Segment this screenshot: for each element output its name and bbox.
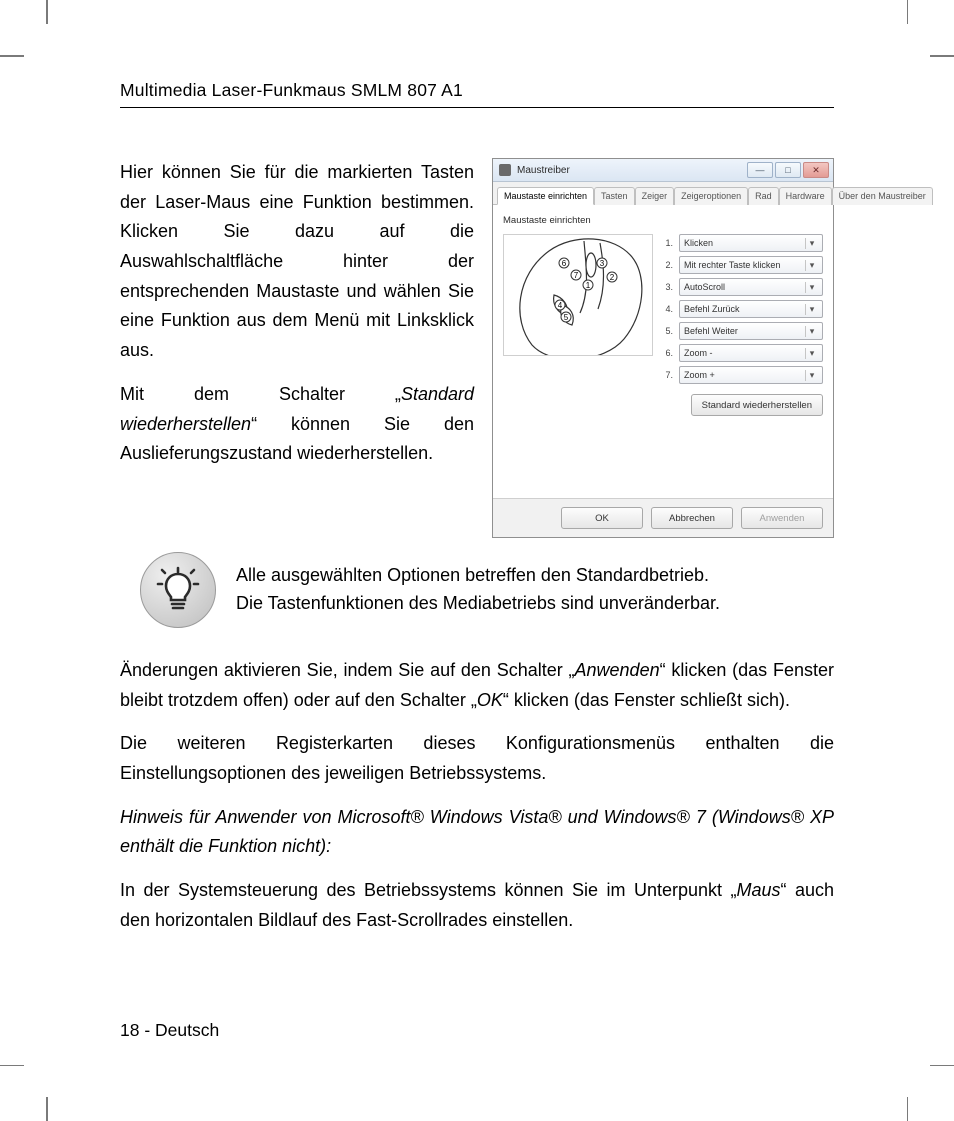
option-select-3[interactable]: AutoScroll ▾ [679, 278, 823, 296]
chevron-down-icon: ▾ [805, 260, 818, 271]
tip-line-1: Alle ausgewählten Optionen betreffen den… [236, 562, 720, 590]
dialog-options-list: 1. Klicken ▾ 2. Mit rechter Taste klicken… [663, 234, 823, 416]
chevron-down-icon: ▾ [805, 348, 818, 359]
italic-text: Maus [736, 880, 780, 900]
crop-mark [907, 1097, 909, 1121]
paragraph-2: Mit dem Schalter „Standard wiederherstel… [120, 380, 474, 469]
dialog-title: Maustreiber [517, 165, 747, 176]
italic-text: OK [477, 690, 503, 710]
dialog-titlebar: Maustreiber — □ ✕ [493, 159, 833, 182]
option-row-4: 4. Befehl Zurück ▾ [663, 300, 823, 318]
select-value: AutoScroll [684, 282, 725, 292]
select-value: Befehl Weiter [684, 326, 738, 336]
option-number: 6. [663, 348, 673, 358]
paragraph-4: Die weiteren Registerkarten dieses Konfi… [120, 729, 834, 788]
crop-mark [907, 0, 909, 24]
paragraph-6: In der Systemsteuerung des Betriebssyste… [120, 876, 834, 935]
svg-text:1: 1 [586, 281, 591, 290]
ok-button[interactable]: OK [561, 507, 643, 529]
text: Änderungen aktivieren Sie, indem Sie auf… [120, 660, 575, 680]
mouse-illustration: 1 2 3 4 5 6 7 [503, 234, 653, 356]
option-number: 4. [663, 304, 673, 314]
crop-mark [0, 1065, 24, 1067]
option-row-1: 1. Klicken ▾ [663, 234, 823, 252]
chevron-down-icon: ▾ [805, 304, 818, 315]
svg-text:3: 3 [600, 259, 605, 268]
tip-line-2: Die Tastenfunktionen des Mediabetriebs s… [236, 590, 720, 618]
select-value: Zoom + [684, 370, 715, 380]
crop-mark [0, 55, 24, 57]
text: Mit dem Schalter „ [120, 384, 401, 404]
option-number: 3. [663, 282, 673, 292]
option-select-4[interactable]: Befehl Zurück ▾ [679, 300, 823, 318]
select-value: Mit rechter Taste klicken [684, 260, 780, 270]
option-select-1[interactable]: Klicken ▾ [679, 234, 823, 252]
option-row-3: 3. AutoScroll ▾ [663, 278, 823, 296]
paragraph-3: Änderungen aktivieren Sie, indem Sie auf… [120, 656, 834, 715]
option-row-6: 6. Zoom - ▾ [663, 344, 823, 362]
tab-rad[interactable]: Rad [748, 187, 779, 205]
minimize-icon: — [756, 165, 765, 175]
maustreiber-dialog: Maustreiber — □ ✕ Maustaste einrichten T… [492, 158, 834, 538]
option-number: 2. [663, 260, 673, 270]
option-row-5: 5. Befehl Weiter ▾ [663, 322, 823, 340]
italic-text: Anwenden [575, 660, 660, 680]
tip-text: Alle ausgewählten Optionen betreffen den… [236, 562, 720, 618]
chevron-down-icon: ▾ [805, 282, 818, 293]
crop-mark [46, 0, 48, 24]
text: “ klicken (das Fenster schließt sich). [503, 690, 790, 710]
crop-mark [930, 1065, 954, 1067]
lightbulb-icon [140, 552, 216, 628]
option-number: 7. [663, 370, 673, 380]
text: In der Systemsteuerung des Betriebssyste… [120, 880, 736, 900]
maximize-button[interactable]: □ [775, 162, 801, 178]
crop-mark [930, 55, 954, 57]
minimize-button[interactable]: — [747, 162, 773, 178]
tip-row: Alle ausgewählten Optionen betreffen den… [140, 552, 834, 628]
app-icon [499, 164, 511, 176]
cancel-button[interactable]: Abbrechen [651, 507, 733, 529]
chevron-down-icon: ▾ [805, 238, 818, 249]
option-select-2[interactable]: Mit rechter Taste klicken ▾ [679, 256, 823, 274]
tab-maustaste-einrichten[interactable]: Maustaste einrichten [497, 187, 594, 205]
page-header-title: Multimedia Laser-Funkmaus SMLM 807 A1 [120, 80, 834, 108]
svg-text:7: 7 [574, 271, 579, 280]
svg-text:4: 4 [558, 301, 563, 310]
option-row-2: 2. Mit rechter Taste klicken ▾ [663, 256, 823, 274]
dialog-section-title: Maustaste einrichten [503, 215, 823, 226]
tab-zeigeroptionen[interactable]: Zeigeroptionen [674, 187, 748, 205]
dialog-footer: OK Abbrechen Anwenden [493, 498, 833, 537]
tab-zeiger[interactable]: Zeiger [635, 187, 675, 205]
restore-defaults-button[interactable]: Standard wiederherstellen [691, 394, 823, 416]
select-value: Zoom - [684, 348, 713, 358]
option-select-6[interactable]: Zoom - ▾ [679, 344, 823, 362]
svg-text:2: 2 [610, 273, 615, 282]
select-value: Klicken [684, 238, 713, 248]
tab-hardware[interactable]: Hardware [779, 187, 832, 205]
close-icon: ✕ [812, 165, 820, 176]
chevron-down-icon: ▾ [805, 370, 818, 381]
option-number: 1. [663, 238, 673, 248]
maximize-icon: □ [785, 165, 790, 175]
select-value: Befehl Zurück [684, 304, 740, 314]
option-select-5[interactable]: Befehl Weiter ▾ [679, 322, 823, 340]
crop-mark [46, 1097, 48, 1121]
option-select-7[interactable]: Zoom + ▾ [679, 366, 823, 384]
manual-page: Multimedia Laser-Funkmaus SMLM 807 A1 Hi… [0, 0, 954, 1121]
apply-button[interactable]: Anwenden [741, 507, 823, 529]
page-number: 18 - Deutsch [120, 1020, 219, 1041]
svg-text:6: 6 [562, 259, 567, 268]
paragraph-5: Hinweis für Anwender von Microsoft® Wind… [120, 803, 834, 862]
dialog-body: Maustaste einrichten [493, 205, 833, 498]
dialog-tabstrip: Maustaste einrichten Tasten Zeiger Zeige… [493, 182, 833, 205]
tab-tasten[interactable]: Tasten [594, 187, 635, 205]
chevron-down-icon: ▾ [805, 326, 818, 337]
option-number: 5. [663, 326, 673, 336]
close-button[interactable]: ✕ [803, 162, 829, 178]
tab-ueber[interactable]: Über den Maustreiber [832, 187, 933, 205]
paragraph-1: Hier können Sie für die markierten Taste… [120, 158, 474, 366]
option-row-7: 7. Zoom + ▾ [663, 366, 823, 384]
svg-text:5: 5 [564, 313, 569, 322]
